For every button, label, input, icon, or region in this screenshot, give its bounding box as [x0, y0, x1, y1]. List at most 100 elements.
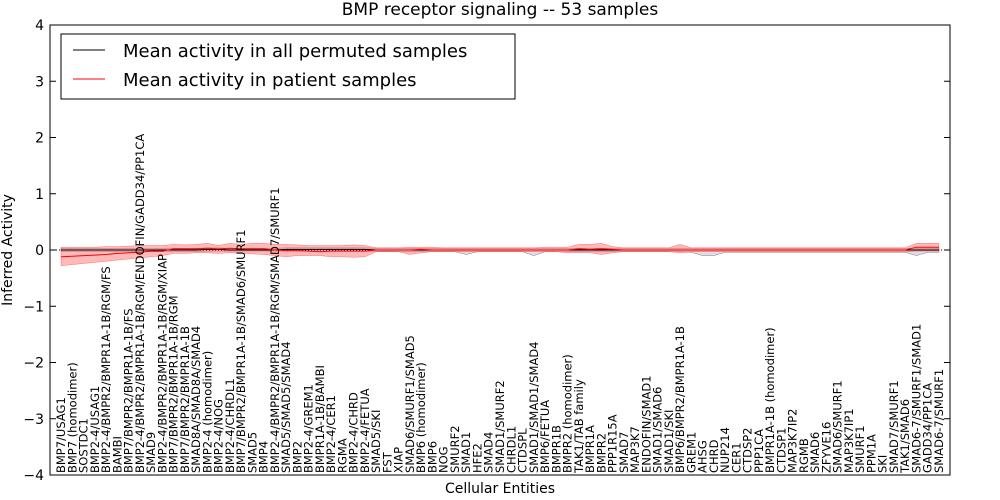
entity-label: SMAD6-7/SMURF1 — [932, 369, 946, 473]
plot-frame — [49, 24, 951, 476]
entity-label: CER1 — [729, 442, 743, 473]
y-tick-label: −1 — [23, 299, 44, 315]
entity-label: SMURF2 — [448, 425, 462, 473]
y-tick-label: 1 — [35, 187, 44, 203]
entity-label: PPP1R15A — [606, 414, 620, 473]
y-tick-label: −4 — [23, 468, 44, 484]
entity-label: BMP6/FETUA — [538, 400, 552, 473]
y-tick-label: 4 — [35, 18, 44, 34]
entity-label: BMP2 — [290, 441, 304, 473]
entity-label: SMAD1/SMAD6 — [651, 387, 665, 473]
series-lines — [60, 246, 939, 258]
entity-label: SMAD1/SMAD1/SMAD4 — [527, 341, 541, 473]
entity-label: SMAD5 — [245, 432, 259, 473]
entity-label: ENDOFIN/SMAD1 — [639, 375, 653, 473]
entity-label: SMAD9 — [144, 432, 158, 473]
entity-label: CTDSP1 — [774, 428, 788, 473]
entity-label: BMP2-4/FETUA — [358, 388, 372, 473]
entity-label: CHRD — [707, 439, 721, 473]
entity-label: BMP7/BMPR2/BMPR1A-1B/RGM — [167, 295, 181, 473]
entity-label: MAP3K7IP1 — [842, 408, 856, 473]
entity-label: SMAD6 — [808, 432, 822, 473]
y-tick-label: 0 — [35, 243, 44, 259]
y-tick-label: −3 — [23, 412, 44, 428]
entity-label: NOG — [437, 446, 451, 473]
entity-label: BMP2-4/CHRDL1 — [223, 378, 237, 473]
entity-label: PPP1CA — [752, 429, 766, 473]
entity-label: GREM1 — [684, 432, 698, 473]
entity-label: FST — [380, 451, 394, 473]
legend: Mean activity in all permuted samples Me… — [60, 33, 516, 100]
entity-label: BMP2-4 (homodimer) — [200, 351, 214, 473]
entity-label: BAMBI — [110, 436, 124, 473]
entity-label: AHSG — [696, 440, 710, 473]
entity-label: SKI — [876, 455, 890, 473]
legend-label-patient: Mean activity in patient samples — [123, 70, 417, 91]
entity-label: CTDSP2 — [741, 427, 755, 472]
entity-label: BMP7/USAG1 — [54, 397, 68, 473]
patient-error-band — [60, 243, 940, 267]
entity-label: SMURF1 — [853, 425, 867, 473]
y-axis: −4 −3 −2 −1 0 1 2 3 4 — [23, 18, 950, 484]
entity-label: XIAP — [392, 447, 406, 473]
entity-label: BMP7/BMPR2/BMPR1A-1B/SMAD6/SMURF1 — [234, 230, 248, 473]
entity-label: SMAD5/SKI — [369, 410, 383, 473]
legend-box — [60, 33, 516, 100]
entity-label: SMAD1/SMURF2 — [493, 380, 507, 473]
entity-label: BMPR2 (homodimer) — [561, 354, 575, 473]
entity-label: BMP2-4/USAG1 — [88, 386, 102, 473]
entity-label: BMP2-4/NOG — [212, 399, 226, 473]
entity-label: SMAD8A/SMAD8A/SMAD4 — [189, 326, 203, 473]
entity-label: NUP214 — [718, 427, 732, 473]
entity-label: SMAD1 — [459, 432, 473, 473]
entity-label: SMAD6/SMURF1 — [831, 380, 845, 473]
entity-label: BMPR1A — [583, 425, 597, 473]
entity-label: BMPR2 — [594, 433, 608, 473]
entity-label: PPM1A — [865, 434, 879, 473]
entity-label: BMPR1B — [549, 425, 563, 473]
entity-label: BMP7/BMPR2/BMPR1A-1B/FS — [122, 308, 136, 472]
entity-label: MAP3K7 — [628, 426, 642, 473]
x-axis-label: Cellular Entities — [445, 481, 555, 497]
entity-label: TAK1/TAB family — [572, 379, 586, 474]
entity-label: SMAD7 — [617, 432, 631, 473]
entity-label: BMP4 — [257, 441, 271, 473]
entity-label: SMAD6/SMURF1/SMAD5 — [403, 335, 417, 473]
entity-label: BMP2-4/CER1 — [324, 395, 338, 473]
entity-label: BMP2-4/CHRD — [347, 392, 361, 473]
entity-label: SMAD5/SMAD5/SMAD4 — [279, 341, 293, 473]
entity-label: BMP6 (homodimer) — [414, 362, 428, 473]
y-tick-label: −2 — [23, 356, 44, 372]
y-tick-label: 2 — [35, 131, 44, 147]
entity-label: HFE2 — [471, 443, 485, 473]
entity-label: TAK1/SMAD6 — [898, 399, 912, 474]
chart-title: BMP receptor signaling -- 53 samples — [342, 0, 659, 20]
entity-label: RGMA — [335, 438, 349, 473]
entity-label: BMP2-4/BMPR2/BMPR1A-1B/RGM/SMAD7/SMURF1 — [268, 187, 282, 473]
entity-label: MAP3K7IP2 — [786, 408, 800, 473]
entity-label: BMPR1A-1B/BAMBI — [313, 365, 327, 473]
patient-mean-line — [60, 246, 939, 258]
entity-label: SMAD4 — [482, 432, 496, 473]
entity-label: RGMB — [797, 438, 811, 473]
entity-label: BMP6/BMPR2/BMPR1A-1B — [673, 326, 687, 473]
entity-label: SMAD6-7/SMURF1/SMAD1 — [910, 324, 924, 473]
entity-label: BMP7/BMPR2/BMPR1A-1B — [178, 326, 192, 473]
entity-label: GADD34/PP1CA — [921, 383, 935, 473]
entity-label: ZFYVE16 — [819, 422, 833, 473]
y-tick-label: 3 — [35, 74, 44, 90]
y-axis-label: Inferred Activity — [0, 194, 16, 306]
entity-label: SMAD7/SMURF1 — [887, 380, 901, 473]
entity-label: BMP2-4/BMPR2/BMPR1A-1B/RGM/FS — [99, 266, 113, 473]
entity-label: SOSTDC1 — [77, 418, 91, 473]
entity-label: SMAD1/SKI — [662, 410, 676, 473]
entity-label: BMP2-4/BMPR2/BMPR1A-1B/RGM/ENDOFIN/GADD3… — [133, 134, 147, 473]
entity-label: BMPR1A-1B (homodimer) — [763, 327, 777, 473]
entity-label: BMP2-4/GREM1 — [302, 384, 316, 473]
entity-label: BMP2-4/BMPR2/BMPR1A-1B/RGM/XIAP — [155, 254, 169, 473]
legend-label-permuted: Mean activity in all permuted samples — [123, 41, 467, 62]
entity-label: CTDSPL — [516, 428, 530, 473]
entity-label: BMP6 — [426, 441, 440, 473]
